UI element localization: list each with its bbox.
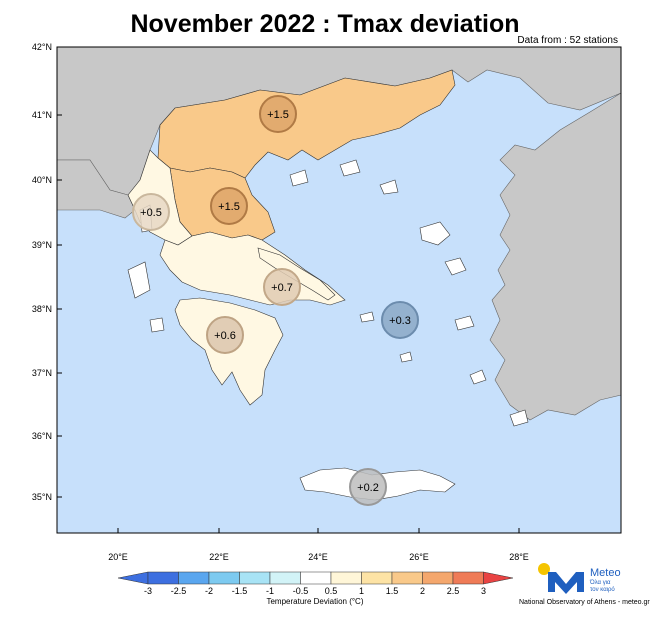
colorbar-segment	[269, 571, 301, 585]
meteo-logo-icon	[538, 563, 584, 594]
bubble-macedonia	[259, 95, 297, 133]
bubble-label: +0.3	[389, 315, 411, 327]
colorbar: -3 -2.5 -2 -1.5 -1 -0.5 0.5 1 1.5 2 2.5 …	[117, 571, 514, 606]
colorbar-segment	[452, 571, 484, 585]
colorbar-tick: -1	[266, 586, 274, 596]
neighbour-land-turkey	[489, 92, 622, 421]
colorbar-segment	[422, 571, 454, 585]
lon-label: 26°E	[409, 552, 429, 562]
colorbar-tick: 1	[359, 586, 364, 596]
colorbar-tick: -2.5	[171, 586, 187, 596]
colorbar-tick: -3	[144, 586, 152, 596]
colorbar-tick: 3	[481, 586, 486, 596]
value-bubbles: +1.5 +1.5 +0.5 +0.7 +0.6 +0.3 +0.2	[132, 95, 419, 506]
credit-text: National Observatory of Athens - meteo.g…	[519, 599, 650, 606]
lon-label: 20°E	[108, 552, 128, 562]
bubble-central-greece	[263, 268, 301, 306]
colorbar-segment	[147, 571, 179, 585]
lat-label: 36°N	[32, 431, 52, 441]
lat-label: 38°N	[32, 304, 52, 314]
bubble-thessaly	[210, 187, 248, 225]
logo-name: Meteo	[590, 567, 621, 579]
bubble-peloponnese	[206, 316, 244, 354]
bubble-label: +0.5	[140, 207, 162, 219]
lon-label: 24°E	[308, 552, 328, 562]
colorbar-arrow-right	[483, 571, 514, 585]
page-title: November 2022 : Tmax deviation	[130, 10, 520, 38]
colorbar-tick: -2	[205, 586, 213, 596]
lon-axis: 20°E 22°E 24°E 26°E 28°E	[108, 528, 529, 562]
colorbar-tick: 1.5	[386, 586, 399, 596]
colorbar-segment	[208, 571, 240, 585]
logo-tagline-line1: Όλα για	[590, 580, 611, 586]
colorbar-segment	[178, 571, 210, 585]
lon-label: 28°E	[509, 552, 529, 562]
colorbar-segment	[391, 571, 423, 585]
lat-label: 39°N	[32, 240, 52, 250]
colorbar-segment	[330, 571, 362, 585]
lat-label: 42°N	[32, 42, 52, 52]
bubble-label: +1.5	[218, 201, 240, 213]
colorbar-segment	[300, 571, 332, 585]
colorbar-tick: 2.5	[447, 586, 460, 596]
lat-label: 37°N	[32, 368, 52, 378]
bubble-label: +0.6	[214, 330, 236, 342]
colorbar-segment	[239, 571, 271, 585]
bubble-crete	[349, 468, 387, 506]
logo-tagline-line2: τον καιρό	[590, 587, 615, 593]
bubble-epirus	[132, 193, 170, 231]
bubble-aegean	[381, 301, 419, 339]
colorbar-arrow-left	[117, 571, 149, 585]
lat-axis: 42°N 41°N 40°N 39°N 38°N 37°N 36°N 35°N	[32, 42, 62, 502]
island-euboea	[257, 247, 336, 301]
colorbar-segment	[361, 571, 393, 585]
lat-label: 40°N	[32, 175, 52, 185]
colorbar-tick: -1.5	[232, 586, 248, 596]
lon-label: 22°E	[209, 552, 229, 562]
colorbar-title: Temperature Deviation (°C)	[266, 597, 363, 606]
bubble-label: +0.7	[271, 282, 293, 294]
colorbar-tick: 0.5	[325, 586, 338, 596]
bubble-label: +0.2	[357, 482, 379, 494]
colorbar-tick: -0.5	[293, 586, 309, 596]
colorbar-tick: 2	[420, 586, 425, 596]
bubble-label: +1.5	[267, 109, 289, 121]
lat-label: 35°N	[32, 492, 52, 502]
map-frame	[56, 46, 622, 534]
lat-label: 41°N	[32, 110, 52, 120]
stations-note: Data from : 52 stations	[517, 35, 618, 46]
logo-tagline: Όλα για τον καιρό	[590, 580, 615, 594]
